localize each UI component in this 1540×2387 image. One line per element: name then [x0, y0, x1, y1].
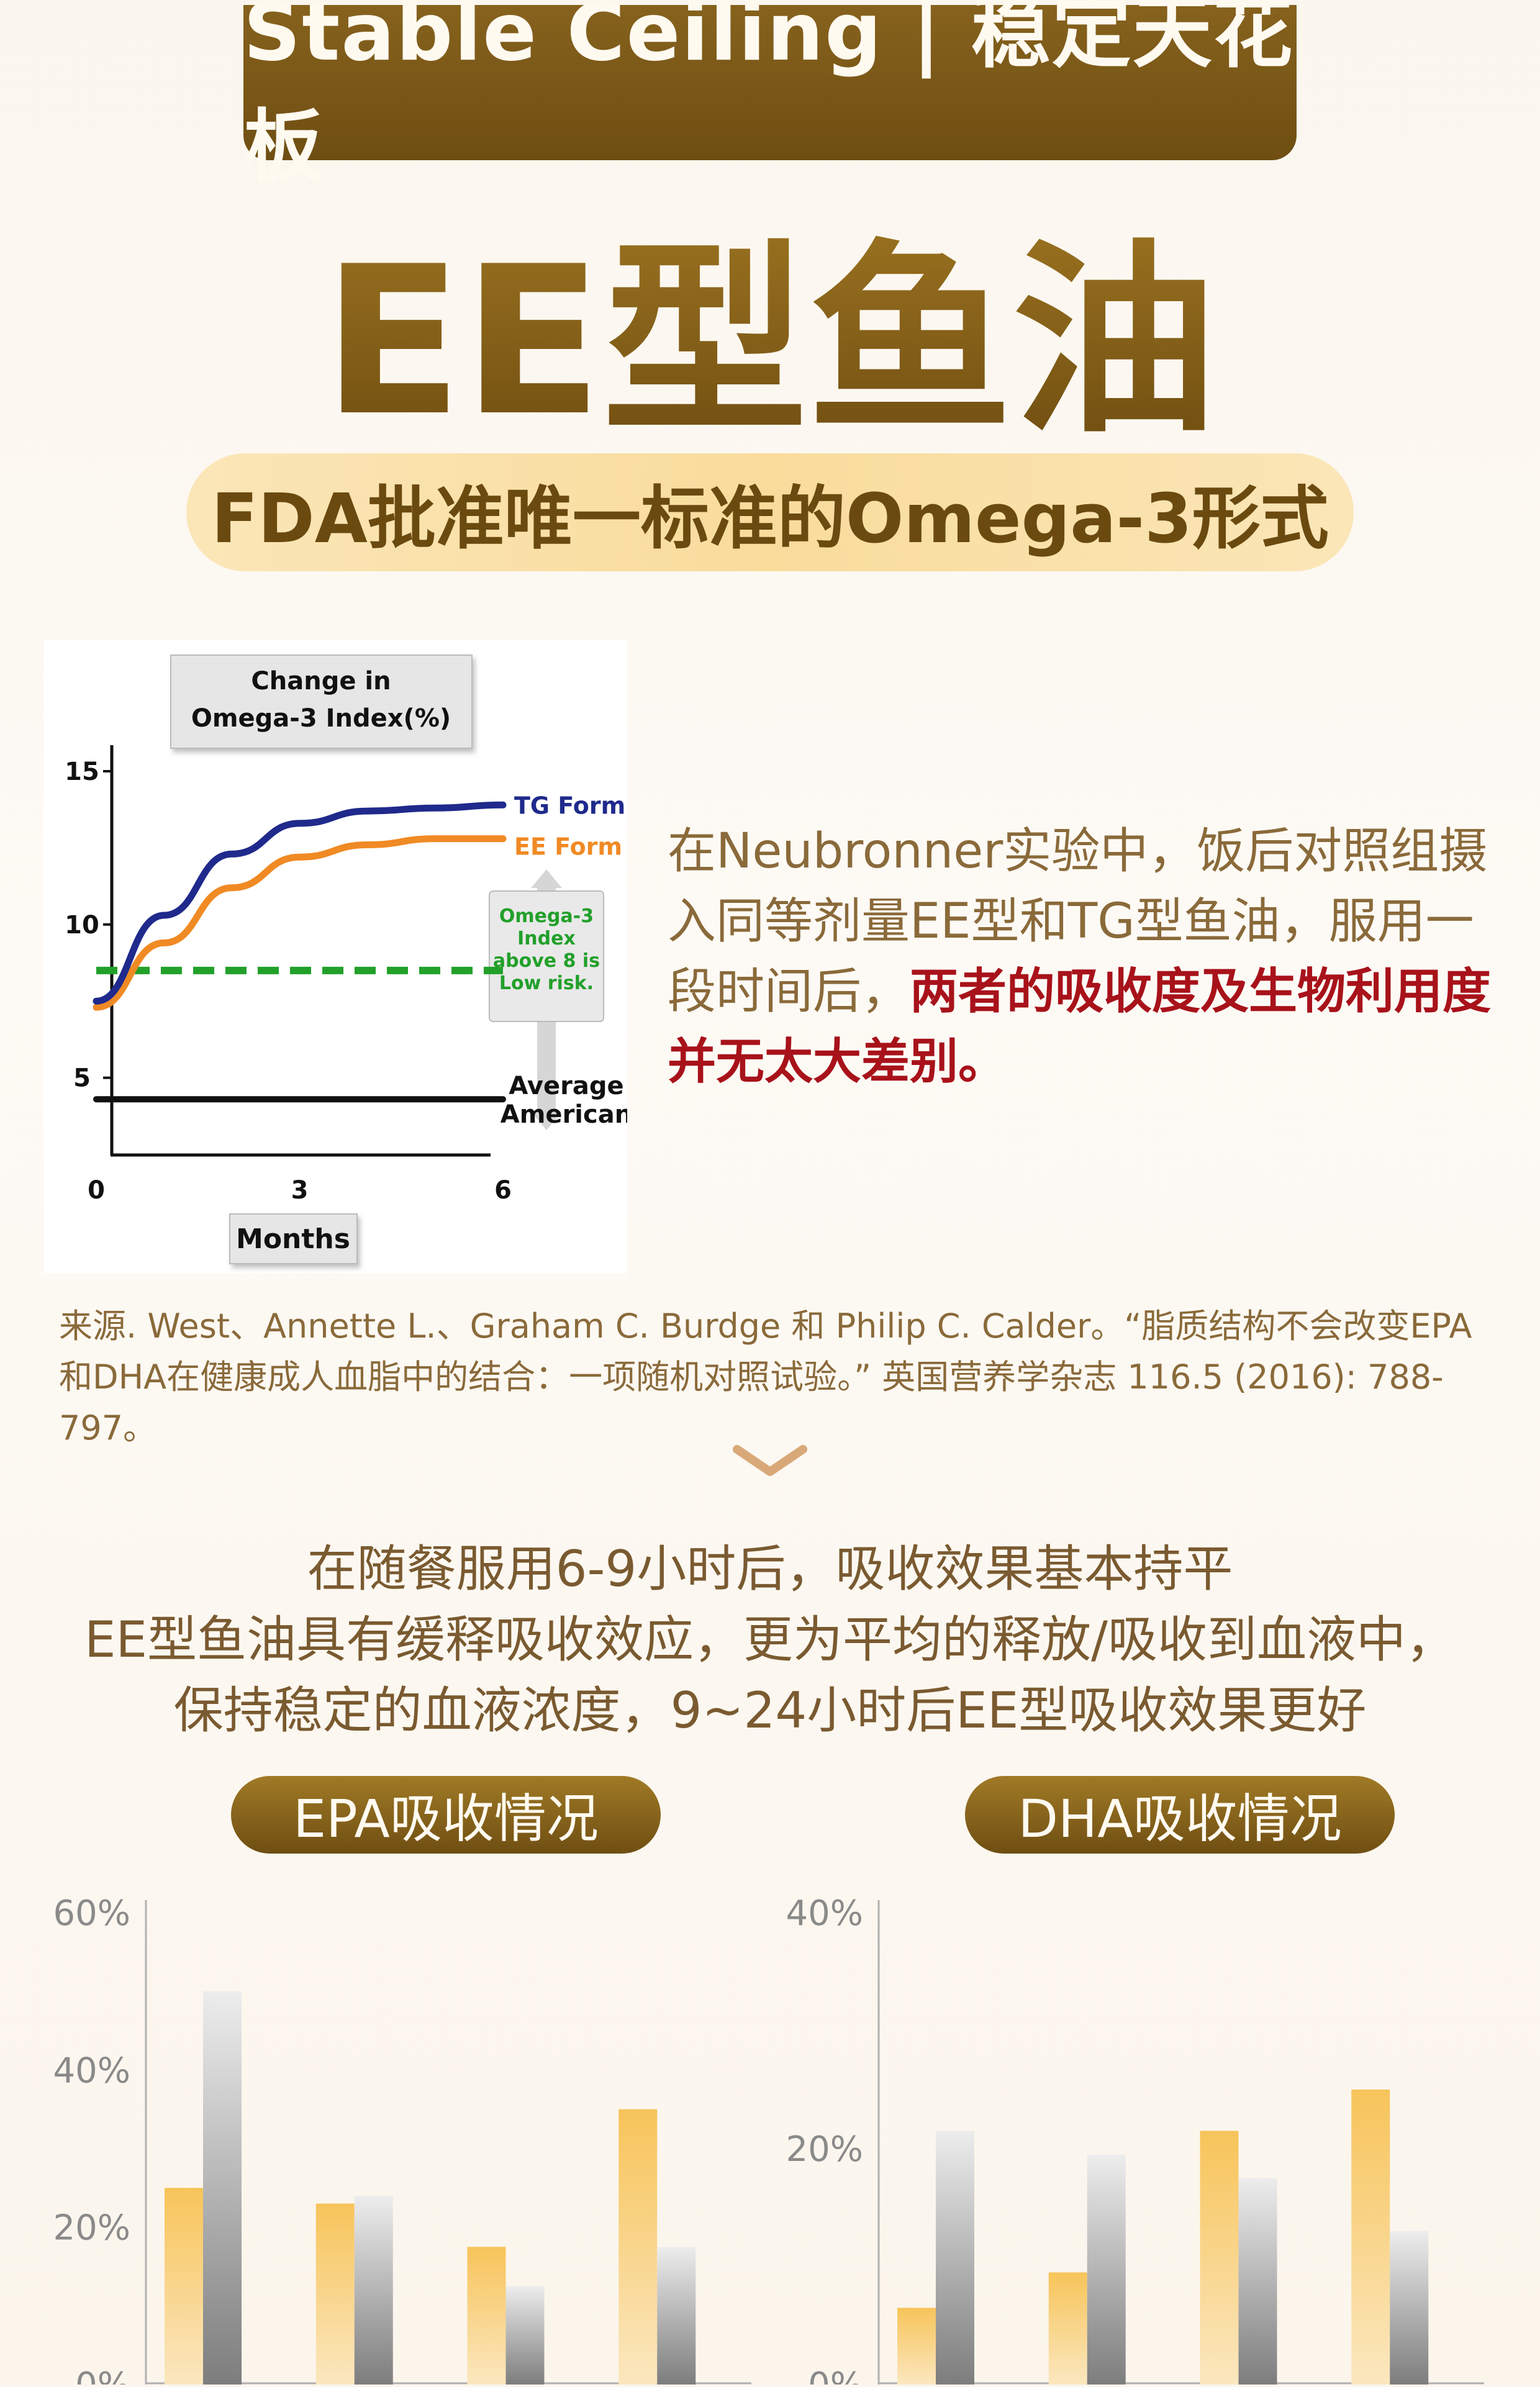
risk-callout-box [489, 890, 604, 1022]
bar-y-tick-label: 0% [75, 2365, 130, 2385]
description-paragraph: 在Neubronner实验中，饭后对照组摄入同等剂量EE型和TG型鱼油，服用一段… [668, 817, 1500, 1097]
summary-line-2: EE型鱼油具有缓释吸收效应，更为平均的释放/吸收到血液中， [84, 1611, 1456, 1669]
y-ticks: 5 10 15 [65, 758, 112, 1093]
risk-callout-line: Omega-3 [499, 905, 594, 927]
description-highlight: 两者的吸收度及生物利用度并无太大差别。 [668, 964, 1492, 1090]
line-chart-svg: Change in Omega-3 Index(%) 5 10 15 0 3 6 Mon… [65, 654, 632, 1264]
series-label-ee: EE Form [514, 833, 622, 861]
bar-tg [505, 2286, 545, 2385]
bar-ee [1200, 2131, 1239, 2385]
dha-title: DHA吸收情况 [1018, 1788, 1342, 1849]
series-line [93, 835, 507, 1011]
dha-title-pill: DHA吸收情况 [965, 1776, 1395, 1854]
chart-title-box [170, 654, 473, 749]
chart-title-line-2: Omega-3 Index(%) [191, 704, 451, 733]
bar-ee [165, 2188, 203, 2385]
dha-bar-chart: 0% 20% 40% [776, 1875, 1497, 2387]
bar-tg [203, 1991, 242, 2385]
bar-y-tick-label: 0% [808, 2365, 863, 2385]
series-label-tg: TG Form [514, 792, 625, 819]
omega3-line-chart: Change in Omega-3 Index(%) 5 10 15 0 3 6 Mon… [43, 640, 632, 1273]
risk-callout-line: Low risk. [499, 972, 594, 994]
chevron-down-icon [730, 1441, 810, 1487]
bar-tg [657, 2247, 696, 2385]
bar-tg [354, 2196, 393, 2385]
dha-bar-svg: 0% 20% 40% [786, 1893, 1484, 2387]
epa-bar-svg: 0% 20% 40% 60% [53, 1893, 751, 2387]
subtitle-pill: FDA批准唯一标准的Omega-3形式 [186, 453, 1354, 571]
series-label-average: Average [509, 1072, 623, 1100]
y-tick-label: 5 [73, 1064, 91, 1093]
main-title: EE型鱼油 [0, 217, 1540, 466]
summary-line-1: 在随餐服用6-9小时后，吸收效果基本持平 [307, 1540, 1233, 1598]
bar-y-tick-label: 40% [53, 2050, 130, 2091]
source-citation: 来源. West、Annette L.、Graham C. Burdge 和 P… [59, 1307, 1472, 1447]
summary-text: 在随餐服用6-9小时后，吸收效果基本持平 EE型鱼油具有缓释吸收效应，更为平均的… [0, 1534, 1540, 1746]
bar-ee [1351, 2090, 1390, 2385]
bar-y-tick-label: 20% [786, 2129, 863, 2170]
series-label-average: American [500, 1100, 627, 1129]
bar-ee [897, 2308, 936, 2385]
bar-tg [936, 2131, 974, 2385]
y-tick-label: 10 [65, 911, 99, 940]
bar-y-tick-label: 60% [53, 1893, 130, 1934]
chart-lines [93, 801, 507, 1103]
risk-callout-line: above 8 is [493, 950, 600, 972]
x-tick-label: 3 [291, 1176, 309, 1205]
bar-tg [1087, 2154, 1126, 2385]
risk-callout-line: Index [517, 928, 576, 949]
bar-ee [315, 2203, 355, 2385]
chart-title-line-1: Change in [251, 667, 391, 695]
x-tick-label: 6 [494, 1176, 512, 1205]
y-tick-label: 15 [65, 758, 99, 786]
epa-title-pill: EPA吸收情况 [231, 1776, 661, 1854]
bar-y-tick-label: 20% [53, 2208, 130, 2249]
epa-title: EPA吸收情况 [293, 1788, 599, 1849]
x-ticks: 0 3 6 [88, 1176, 512, 1205]
bar-y-tick-label: 40% [786, 1893, 863, 1934]
bar-tg [1238, 2178, 1277, 2385]
bar-ee [618, 2109, 658, 2385]
header-banner: Stable Ceiling | 稳定天花板 [243, 0, 1297, 194]
epa-bar-chart: 0% 20% 40% 60% [43, 1875, 764, 2387]
header-title: Stable Ceiling | 稳定天花板 [243, 0, 1294, 194]
x-tick-label: 0 [88, 1176, 105, 1205]
bar-ee [1048, 2272, 1087, 2385]
description-text: 在Neubronner实验中，饭后对照组摄入同等剂量EE型和TG型鱼油，服用一段… [668, 823, 1488, 1020]
bar-ee [467, 2247, 506, 2385]
x-axis-label: Months [236, 1223, 350, 1255]
series-line [93, 801, 507, 1005]
xlabel-box [229, 1213, 358, 1264]
summary-line-3: 保持稳定的血液浓度，9~24小时后EE型吸收效果更好 [173, 1682, 1367, 1739]
bar-tg [1390, 2231, 1429, 2385]
subtitle-text: FDA批准唯一标准的Omega-3形式 [211, 479, 1329, 558]
